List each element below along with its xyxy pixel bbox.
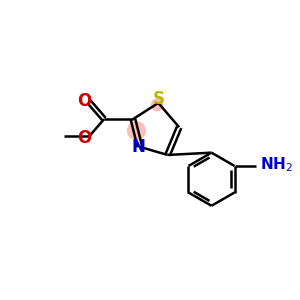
Text: S: S — [153, 90, 165, 108]
Text: NH$_2$: NH$_2$ — [260, 155, 293, 174]
Text: O: O — [77, 129, 91, 147]
Text: O: O — [77, 92, 91, 110]
Circle shape — [128, 122, 145, 140]
Circle shape — [152, 99, 163, 111]
Text: N: N — [132, 138, 146, 156]
